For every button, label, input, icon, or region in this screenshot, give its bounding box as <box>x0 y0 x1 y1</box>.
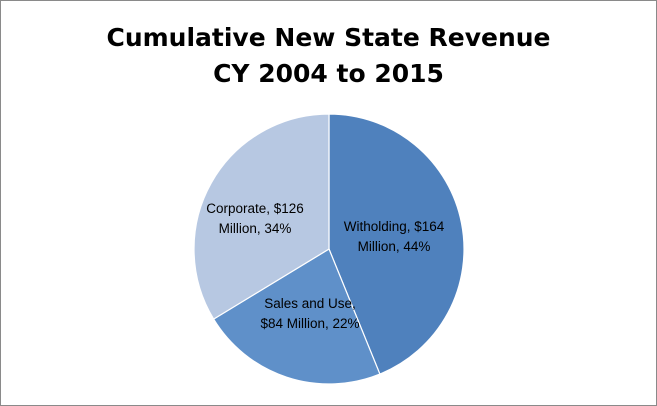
slice-label-line: Million, 34% <box>219 221 292 236</box>
slice-label-line: Corporate, $126 <box>206 201 304 216</box>
pie-labels: Witholding, $164 Million, 44% Sales and Us… <box>206 201 445 331</box>
slice-label-witholding: Witholding, $164 Million, 44% <box>344 219 445 254</box>
chart-title-line-2: CY 2004 to 2015 <box>213 59 444 88</box>
slice-label-line: Witholding, $164 <box>344 219 445 234</box>
slice-label-corporate: Corporate, $126 Million, 34% <box>206 201 304 236</box>
slice-label-line: Sales and Use, <box>264 296 356 311</box>
slice-label-line: $84 Million, 22% <box>260 316 359 331</box>
pie-slices <box>193 113 465 385</box>
slice-witholding <box>328 113 465 375</box>
chart-title-line-1: Cumulative New State Revenue <box>106 23 551 52</box>
slice-label-line: Million, 44% <box>358 239 431 254</box>
slice-label-sales-and-use: Sales and Use, $84 Million, 22% <box>260 296 359 331</box>
slice-sales-and-use <box>212 248 381 385</box>
slice-corporate <box>193 113 330 320</box>
